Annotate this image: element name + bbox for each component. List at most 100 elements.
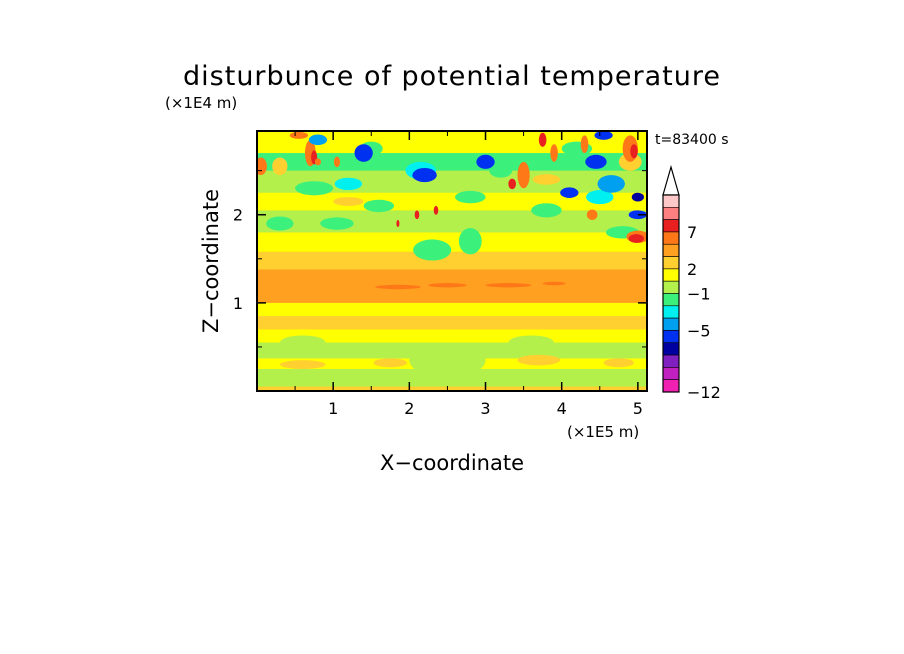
contour-band (257, 153, 647, 171)
colorbar-label: 7 (687, 223, 697, 242)
contour-cell (354, 144, 373, 162)
contour-cell (279, 335, 326, 350)
colorbar-label: −5 (687, 321, 711, 340)
contour-cell (560, 187, 579, 198)
contour-cell (532, 174, 561, 185)
colorbar-swatch (662, 219, 680, 233)
contour-band (257, 302, 647, 317)
colorbar-extend-triangle (662, 164, 680, 196)
contour-cell (631, 192, 644, 202)
y-axis-label: Z−coordinate (199, 189, 223, 333)
colorbar-swatch (662, 268, 680, 282)
contour-cell (333, 156, 341, 168)
colorbar-swatch (662, 207, 680, 220)
contour-cell (618, 153, 642, 171)
colorbar-swatch (662, 317, 680, 331)
contour-cell (508, 335, 555, 350)
colorbar-label: −12 (687, 383, 721, 402)
contour-cell (517, 161, 530, 189)
contour-cell (542, 281, 566, 286)
contour-cell (517, 354, 561, 366)
colorbar: 7 2 −1 −5 −12 (662, 164, 721, 402)
colorbar-swatch (662, 256, 680, 270)
colorbar-swatch (662, 342, 680, 356)
contour-cell (413, 239, 452, 261)
colorbar-swatch (662, 194, 680, 208)
contour-cell (594, 131, 613, 140)
contour-band (257, 232, 647, 252)
contour-cell (409, 342, 486, 378)
x-tick-label: 2 (404, 399, 414, 418)
contour-band (257, 316, 647, 330)
contour-cell (531, 203, 562, 218)
time-label: t=83400 s (655, 132, 729, 148)
contour-cell (550, 144, 558, 162)
contour-cell (538, 132, 547, 147)
colorbar-swatch (662, 379, 680, 393)
contour-cell (458, 227, 482, 255)
contour-band (257, 131, 647, 154)
colorbar-swatch (662, 367, 680, 380)
y-tick-label: 1 (233, 294, 243, 313)
colorbar-swatch (662, 330, 680, 344)
x-tick-label: 1 (328, 399, 338, 418)
contour-cell (433, 205, 439, 215)
contour-cell (414, 210, 420, 220)
contour-cell (412, 168, 437, 183)
contour-cell (586, 209, 598, 221)
contour-cell (603, 358, 635, 368)
colorbar-frame (662, 194, 680, 393)
contour-cell (485, 283, 532, 288)
x-tick-label: 3 (480, 399, 490, 418)
contour-cell (375, 284, 421, 290)
y-scale-label: (×1E4 m) (165, 94, 237, 112)
contour-cell (279, 360, 326, 369)
y-tick-label: 2 (233, 206, 243, 225)
contour-cell (260, 258, 299, 268)
x-tick-label: 4 (557, 399, 567, 418)
colorbar-swatch (662, 243, 680, 257)
colorbar-swatch (662, 293, 680, 307)
contour-cell (489, 163, 513, 178)
contour-cell (580, 135, 589, 154)
contour-band (257, 251, 647, 270)
contour-cell (396, 220, 400, 228)
colorbar-swatch (662, 280, 680, 294)
contour-cell (476, 154, 495, 169)
contour-cell (585, 154, 607, 169)
contour-cell (628, 234, 644, 243)
contour-cell (508, 178, 516, 190)
plot-frame (256, 130, 648, 392)
contour-cell (592, 257, 638, 269)
contour-field (257, 131, 647, 391)
colorbar-swatch (662, 231, 680, 245)
contour-cell (314, 158, 321, 166)
contour-cell (289, 131, 309, 139)
contour-cell (266, 216, 294, 231)
contour-cell (455, 190, 486, 204)
contour-cell (363, 199, 395, 213)
contour-band (257, 368, 647, 387)
colorbar-label: 2 (687, 260, 697, 279)
colorbar-swatch (662, 354, 680, 368)
colorbar-label: −1 (687, 285, 711, 304)
x-tick-label: 5 (633, 399, 643, 418)
x-axis-label: X−coordinate (380, 451, 524, 475)
contour-cell (630, 144, 638, 159)
contour-cell (320, 217, 354, 230)
contour-cell (333, 197, 364, 206)
chart-title: disturbunce of potential temperature (183, 61, 721, 92)
contour-cell (373, 358, 408, 368)
colorbar-swatch (662, 305, 680, 319)
contour-cell (428, 283, 467, 288)
axis-ticks: 1 2 3 4 5 1 2 (233, 131, 647, 418)
contour-cell (272, 157, 288, 176)
contour-cell (597, 175, 625, 193)
contour-cell (295, 181, 334, 196)
contour-cell (334, 177, 363, 191)
contour-cell (628, 210, 647, 220)
x-scale-label: (×1E5 m) (567, 423, 639, 441)
contour-cell (308, 134, 328, 146)
contour-cell (586, 190, 614, 205)
